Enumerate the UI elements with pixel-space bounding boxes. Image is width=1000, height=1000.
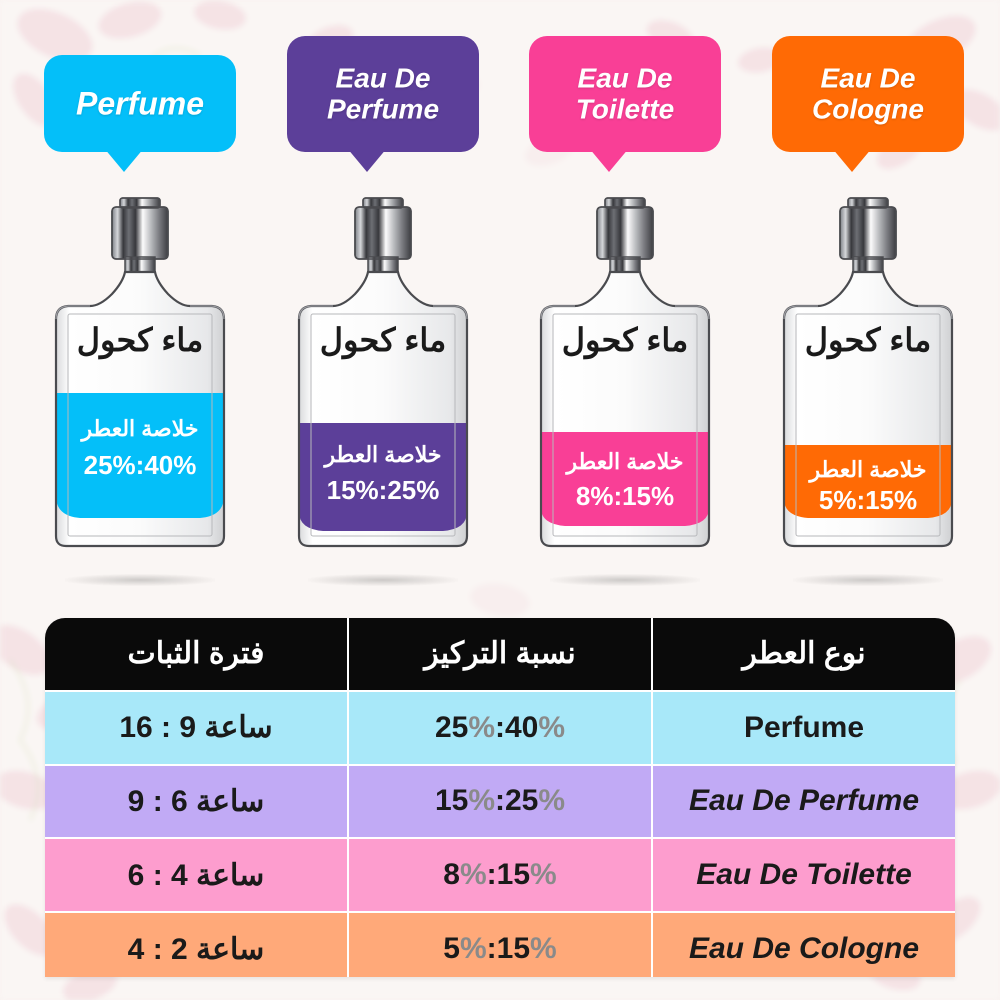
svg-text:خلاصة العطر: خلاصة العطر (323, 442, 442, 468)
svg-text:ماء كحول: ماء كحول (805, 322, 932, 360)
svg-text:8%:15%: 8%:15% (576, 481, 674, 511)
svg-text:25%:40%: 25%:40% (84, 450, 197, 480)
svg-text:15%:25%: 15%:25% (327, 475, 440, 505)
svg-text:ماء كحول: ماء كحول (77, 322, 204, 360)
svg-text:ماء كحول: ماء كحول (562, 322, 689, 360)
svg-text:خلاصة العطر: خلاصة العطر (80, 416, 199, 442)
svg-text:خلاصة العطر: خلاصة العطر (565, 449, 684, 475)
svg-text:خلاصة العطر: خلاصة العطر (808, 457, 927, 483)
svg-text:ماء كحول: ماء كحول (320, 322, 447, 360)
svg-text:5%:15%: 5%:15% (819, 485, 917, 515)
